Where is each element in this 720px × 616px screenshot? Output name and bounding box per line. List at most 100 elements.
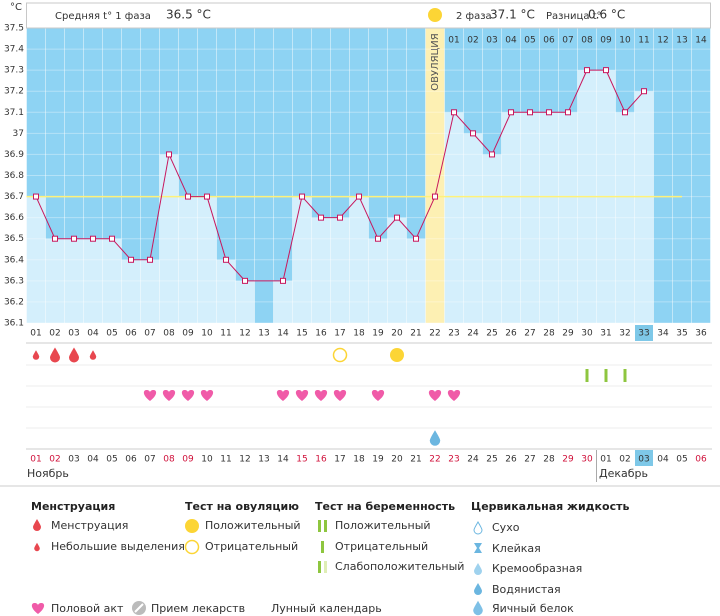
ovulation-label: ОВУЛЯЦИЯ: [430, 33, 441, 91]
temp-column: [444, 112, 464, 324]
temp-column: [102, 238, 122, 323]
x-tick-label: 26: [505, 329, 517, 339]
date-label: 13: [258, 455, 269, 465]
x-tick-label: 33: [638, 329, 649, 339]
legend-item: Отрицательный: [205, 540, 298, 553]
phase1-label: Средняя t° 1 фаза: [55, 11, 151, 22]
legend-icon: [324, 561, 327, 573]
y-tick-label: 36.8: [4, 171, 24, 181]
phase2-day: 08: [581, 36, 593, 46]
legend-item: Лунный календарь: [271, 602, 382, 615]
y-tick-label: 37.1: [4, 108, 24, 118]
ovulation-sun: [428, 8, 442, 22]
x-tick-label: 25: [486, 329, 497, 339]
temp-column: [197, 196, 217, 323]
legend-icon: [185, 519, 199, 533]
temp-marker: [546, 109, 552, 116]
x-tick-label: 03: [68, 329, 79, 339]
phase2-day: 10: [619, 36, 631, 46]
month-label: Ноябрь: [27, 467, 69, 480]
temp-marker: [280, 277, 286, 284]
x-tick-label: 13: [258, 329, 269, 339]
date-label: 19: [372, 455, 384, 465]
legend-item: Слабоположительный: [335, 560, 464, 573]
date-label: 23: [448, 455, 459, 465]
x-tick-label: 34: [657, 329, 669, 339]
date-label: 27: [524, 455, 535, 465]
x-tick-label: 18: [353, 329, 365, 339]
y-tick-label: 36.1: [4, 319, 24, 329]
temp-marker: [489, 151, 495, 158]
temp-column: [634, 91, 654, 323]
temp-column: [45, 238, 65, 323]
y-tick-label: 36.3: [4, 276, 24, 286]
date-label: 10: [201, 455, 213, 465]
date-label: 21: [410, 455, 421, 465]
phase2-day: 03: [486, 36, 497, 46]
date-label: 25: [486, 455, 497, 465]
legend-icon: [324, 520, 327, 532]
temp-marker: [33, 193, 39, 200]
y-tick-label: 36.9: [4, 150, 24, 160]
phase2-value: 37.1 °C: [490, 8, 535, 22]
temp-line: [282, 196, 303, 281]
legend-title: Цервикальная жидкость: [471, 500, 629, 513]
date-label: 03: [638, 455, 649, 465]
intercourse: [162, 390, 176, 401]
date-label: 08: [163, 455, 175, 465]
date-label: 01: [600, 455, 611, 465]
legend-item: Кремообразная: [492, 562, 582, 575]
temp-column: [387, 217, 407, 323]
temp-column: [406, 238, 426, 323]
temp-column: [273, 280, 293, 323]
temp-column: [501, 112, 521, 324]
date-label: 04: [87, 455, 99, 465]
temp-column: [539, 112, 559, 324]
temp-column: [558, 112, 578, 324]
header-box: [26, 2, 711, 29]
x-tick-label: 23: [448, 329, 459, 339]
intercourse: [333, 390, 347, 401]
intercourse: [447, 390, 461, 401]
phase2-day: 01: [448, 36, 459, 46]
phase2-day: 14: [695, 36, 707, 46]
x-tick-label: 14: [277, 329, 289, 339]
x-tick-label: 30: [581, 329, 593, 339]
ovulation-column: [425, 3, 445, 323]
legend-item: Половой акт: [51, 602, 124, 615]
date-label: 05: [106, 455, 117, 465]
temp-marker: [337, 214, 343, 221]
phase2-day: 12: [657, 36, 668, 46]
temp-marker: [603, 67, 609, 74]
y-tick-label: 37.4: [4, 45, 24, 55]
date-label: 02: [619, 455, 630, 465]
temp-marker: [52, 235, 58, 242]
date-label: 28: [543, 455, 555, 465]
temp-marker: [470, 130, 476, 137]
temp-marker: [584, 67, 590, 74]
row-lines: [26, 342, 712, 450]
date-label: 11: [220, 455, 231, 465]
ovulation-test-negative: [332, 347, 348, 363]
temp-line: [35, 196, 56, 239]
highlight-box: [635, 325, 653, 341]
phase2-day: 13: [676, 36, 687, 46]
y-tick-label: 36.2: [4, 297, 24, 307]
temp-marker: [527, 109, 533, 116]
x-tick-label: 24: [467, 329, 479, 339]
temp-line: [605, 69, 626, 113]
temp-line: [206, 196, 227, 260]
intercourse: [371, 390, 385, 401]
legend-item: Яичный белок: [492, 602, 574, 615]
legend-icon: [321, 541, 324, 553]
legend-icon: [474, 543, 482, 553]
phase2-day: 11: [638, 36, 649, 46]
temp-line: [472, 133, 493, 155]
phase2-day: 07: [562, 36, 573, 46]
temp-line: [453, 111, 474, 134]
date-label: 29: [562, 455, 574, 465]
temp-marker: [565, 109, 571, 116]
date-label: 22: [429, 455, 440, 465]
temp-column: [463, 133, 483, 323]
